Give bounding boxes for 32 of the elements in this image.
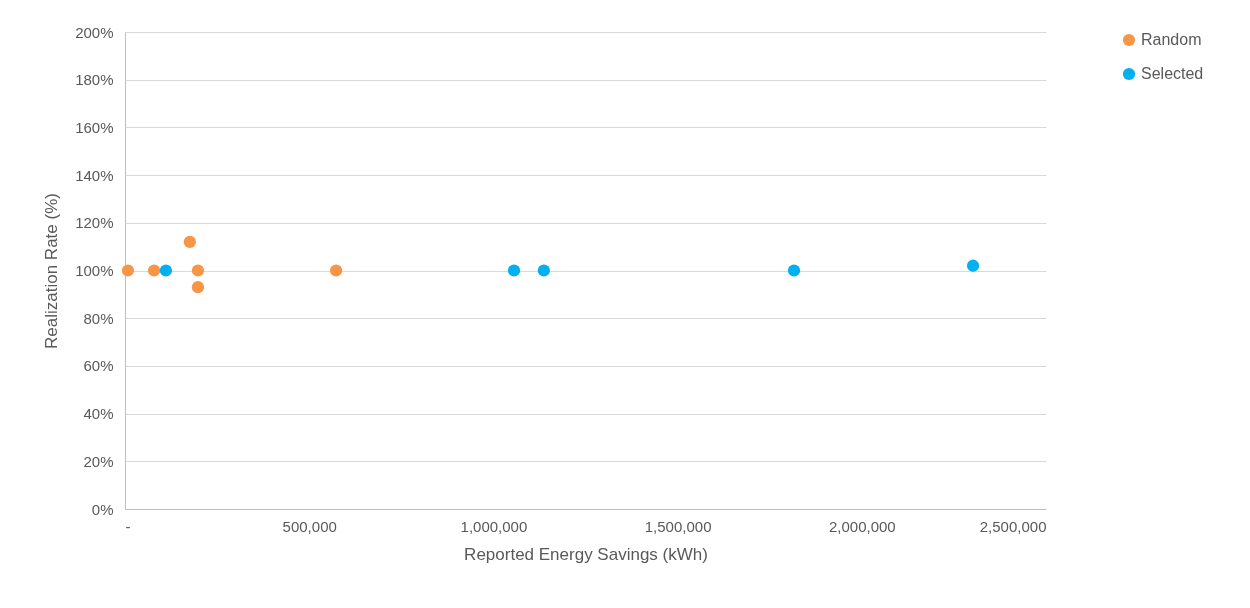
y-tick-label: 160% (75, 118, 114, 136)
point (121, 264, 135, 277)
y-tick-label: 20% (83, 452, 114, 470)
point (191, 281, 205, 294)
point (507, 264, 521, 277)
x-tick-label: 2,500,000 (979, 517, 1047, 535)
point (787, 264, 801, 277)
y-tick-label: 40% (83, 405, 114, 423)
y-tick-label: 80% (83, 309, 114, 327)
x-tick-label: 1,000,000 (460, 517, 528, 535)
x-tick-label: 1,500,000 (644, 517, 712, 535)
x-tick-label: - (125, 517, 131, 535)
y-tick-label: 0% (91, 500, 114, 518)
y-tick-label: 140% (75, 166, 114, 184)
y-tick-label: 60% (83, 357, 114, 375)
point (183, 235, 196, 248)
x-axis-title: Reported Energy Savings (kWh) (464, 544, 708, 564)
legend-label: Random (1141, 31, 1202, 48)
x-tick-label: 500,000 (282, 517, 337, 535)
y-tick-label: 120% (75, 214, 114, 232)
point (537, 264, 550, 277)
point (966, 259, 980, 272)
legend-label: Selected (1141, 65, 1204, 82)
y-axis-title: Realization Rate (%) (42, 193, 62, 349)
point (147, 264, 161, 277)
x-tick-label: 2,000,000 (828, 517, 896, 535)
point (159, 264, 173, 277)
y-tick-label: 200% (75, 23, 114, 41)
point (191, 264, 205, 277)
y-tick-label: 100% (75, 262, 114, 279)
point (329, 264, 343, 277)
y-tick-label: 180% (75, 71, 114, 89)
